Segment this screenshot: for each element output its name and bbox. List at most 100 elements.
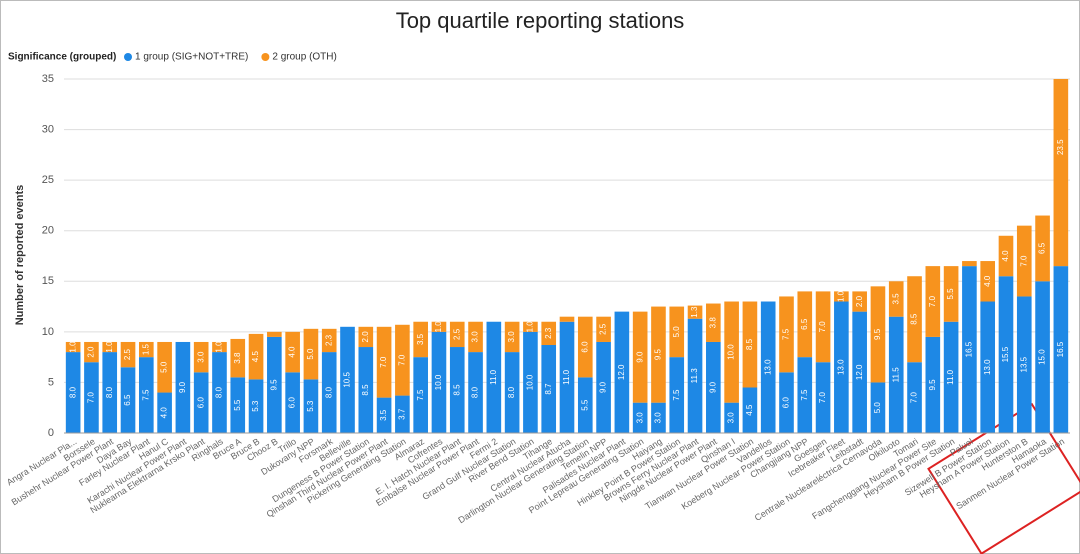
value-label: 5.0 <box>672 326 681 338</box>
bar-segment <box>852 311 867 433</box>
value-label: 1.5 <box>141 343 150 355</box>
value-label: 6.5 <box>800 318 809 330</box>
bar-segment <box>84 341 99 363</box>
value-label: 3.5 <box>379 409 388 421</box>
value-label: 1.3 <box>690 306 699 318</box>
value-label: 7.0 <box>397 354 406 366</box>
value-label: 3.8 <box>708 317 717 329</box>
value-label: 7.0 <box>1019 255 1028 267</box>
bar-segment <box>413 321 428 358</box>
value-label: 8.0 <box>471 386 480 398</box>
bar-segment <box>285 372 300 433</box>
bar-segment <box>779 372 794 433</box>
value-label: 13.0 <box>836 359 845 375</box>
bar-segment <box>559 321 575 433</box>
bar-segment <box>779 296 794 373</box>
value-label: 8.0 <box>215 386 224 398</box>
bar-segment <box>1016 296 1032 433</box>
value-label: 5.0 <box>160 361 169 373</box>
value-label: 3.0 <box>654 412 663 424</box>
value-label: 3.0 <box>727 412 736 424</box>
bar-segment <box>267 331 282 337</box>
value-label: 12.0 <box>617 364 626 380</box>
value-label: 6.5 <box>1038 242 1047 254</box>
bar-segment <box>175 341 191 433</box>
bar-segment <box>120 341 136 368</box>
value-label: 2.3 <box>324 334 333 346</box>
bar-segment <box>760 301 776 433</box>
value-label: 8.0 <box>507 386 516 398</box>
bar-segment <box>65 352 81 433</box>
value-label: 10.5 <box>343 372 352 388</box>
value-label: 7.5 <box>672 389 681 401</box>
bar-segment <box>413 357 428 433</box>
bar-segment <box>358 347 374 433</box>
value-label: 8.0 <box>324 386 333 398</box>
value-label: 2.3 <box>544 327 553 339</box>
value-label: 3.8 <box>233 352 242 364</box>
bar-segment <box>577 377 593 433</box>
bar-segment <box>888 281 904 317</box>
bar-segment <box>523 331 538 433</box>
bar-segment <box>541 345 557 433</box>
value-label: 13.5 <box>1019 356 1028 372</box>
value-label: 9.5 <box>654 349 663 361</box>
chart-title: Top quartile reporting stations <box>396 8 685 33</box>
value-label: 9.5 <box>269 379 278 391</box>
value-label: 2.0 <box>855 295 864 307</box>
value-label: 11.0 <box>946 369 955 385</box>
value-label: 2.0 <box>87 346 96 358</box>
value-label: 3.5 <box>416 333 425 345</box>
bar-segment <box>468 352 483 433</box>
bar-segment <box>303 328 319 380</box>
bar-segment <box>742 387 758 433</box>
bar-segment <box>797 291 813 358</box>
bar-segment <box>888 316 904 433</box>
y-tick-label: 10 <box>42 326 54 338</box>
bar-segment <box>870 286 886 383</box>
bar-segment <box>1053 266 1069 433</box>
bar-segment <box>523 321 538 332</box>
value-label: 4.0 <box>1001 250 1010 262</box>
value-label: 8.0 <box>105 386 114 398</box>
value-label: 7.0 <box>379 356 388 368</box>
bar-segment <box>815 362 831 433</box>
bar-segment <box>669 306 685 358</box>
bar-segment <box>559 316 575 322</box>
bar-segment <box>1035 281 1050 433</box>
value-label: 9.0 <box>708 381 717 393</box>
value-label: 1.0 <box>836 290 845 302</box>
value-label: 16.5 <box>965 341 974 357</box>
value-label: 7.0 <box>818 391 827 403</box>
bar-segment <box>834 291 849 302</box>
bar-segment <box>962 266 977 433</box>
value-label: 4.5 <box>251 351 260 363</box>
bars <box>65 79 1069 433</box>
legend-label: 1 group (SIG+NOT+TRE) <box>135 52 248 63</box>
value-label: 10.0 <box>727 344 736 360</box>
bar-segment <box>907 362 922 433</box>
bar-segment <box>596 341 611 433</box>
value-label: 11.0 <box>489 369 498 385</box>
bar-segment <box>65 341 81 353</box>
value-label: 2.5 <box>123 349 132 361</box>
bar-segment <box>157 392 172 433</box>
value-label: 8.5 <box>361 384 370 396</box>
bar-segment <box>431 321 447 332</box>
value-label: 6.0 <box>580 341 589 353</box>
value-label: 6.5 <box>123 394 132 406</box>
value-label: 13.0 <box>983 359 992 375</box>
value-label: 7.5 <box>141 389 150 401</box>
bar-segment <box>998 276 1014 433</box>
value-label: 1.0 <box>105 341 114 353</box>
bar-segment <box>651 402 666 433</box>
bar-segment <box>852 291 867 312</box>
bar-segment <box>998 235 1014 277</box>
value-label: 7.5 <box>782 328 791 340</box>
legend-marker <box>261 53 270 61</box>
bar-segment <box>157 341 172 393</box>
value-label: 5.3 <box>306 400 315 412</box>
bar-segment <box>1016 225 1032 297</box>
bar-segment <box>340 326 355 433</box>
value-label: 3.0 <box>635 412 644 424</box>
